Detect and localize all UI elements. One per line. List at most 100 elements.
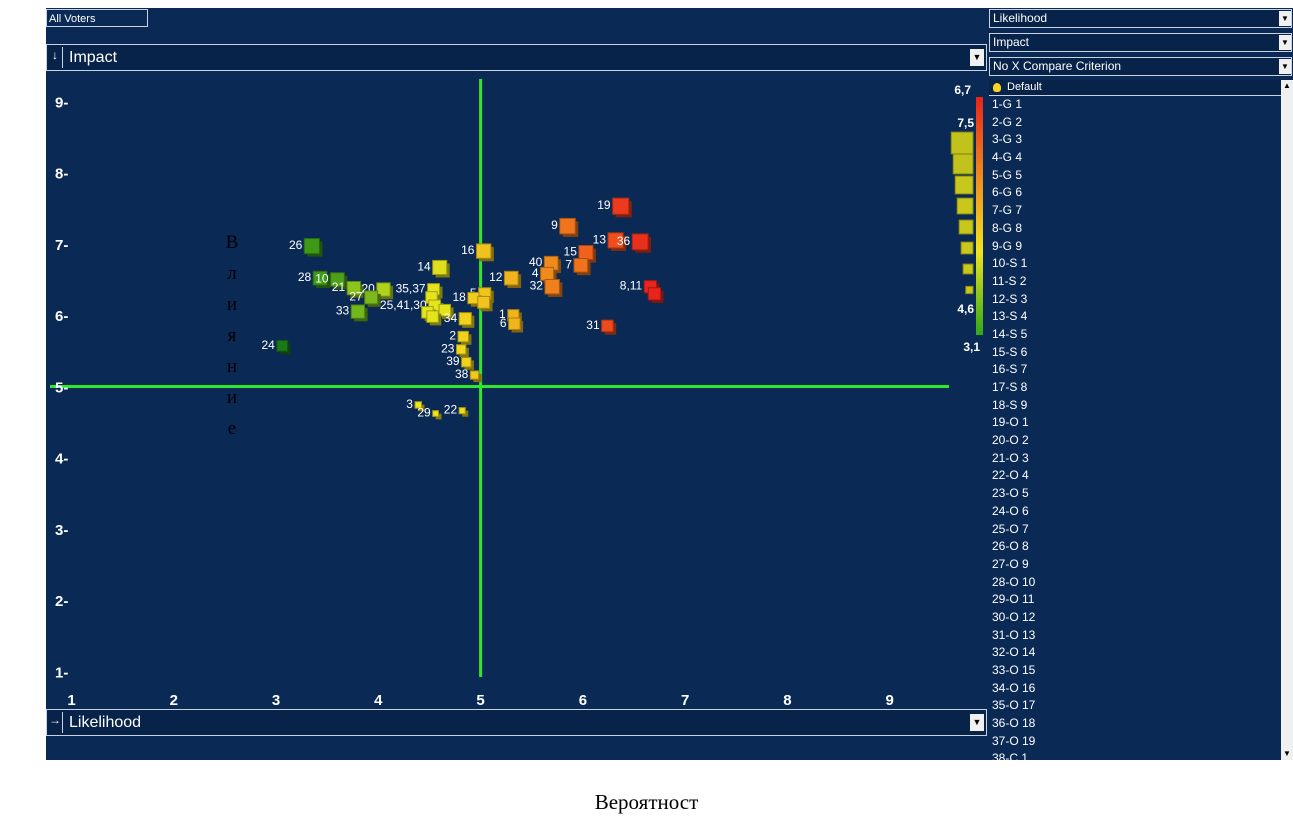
list-item[interactable]: 37-O 19 — [992, 733, 1036, 748]
list-item[interactable]: 36-O 18 — [992, 716, 1036, 731]
list-item[interactable]: 4-G 4 — [992, 150, 1023, 165]
data-point: 13 — [593, 232, 627, 251]
list-item[interactable]: 33-O 15 — [992, 663, 1036, 677]
list-item[interactable]: 5-G 5 — [992, 167, 1023, 182]
scroll-down-icon[interactable]: ▼ — [1283, 749, 1291, 758]
lightbulb-icon — [993, 82, 1001, 92]
data-point: 29 — [417, 406, 442, 420]
data-point-marker — [544, 279, 560, 295]
data-point-marker — [438, 303, 452, 317]
list-item[interactable]: 12-S 3 — [992, 291, 1028, 306]
list-item[interactable]: 21-O 3 — [992, 450, 1029, 465]
list-item[interactable]: 2-G 2 — [992, 114, 1023, 129]
scroll-up-icon[interactable]: ▲ — [1283, 81, 1291, 90]
list-item[interactable]: 22-O 4 — [992, 468, 1029, 483]
list-header[interactable]: Default — [989, 80, 1281, 96]
legend-color-max: 6,7 — [954, 83, 971, 97]
list-item[interactable]: 8-G 8 — [992, 220, 1023, 235]
data-point-label: 18 — [453, 290, 467, 304]
list-item[interactable]: 1-G 1 — [992, 97, 1023, 111]
list-item[interactable]: 15-S 6 — [992, 344, 1028, 359]
data-point-marker — [350, 304, 366, 319]
data-point-label: 9 — [551, 218, 558, 232]
y-criterion-select-value: Impact — [993, 35, 1030, 49]
list-item[interactable]: 30-O 12 — [992, 609, 1036, 624]
list-item[interactable]: 7-G 7 — [992, 203, 1023, 218]
y-tick-label: 8- — [55, 166, 68, 183]
right-arrow-icon: → — [48, 712, 63, 733]
list-item[interactable]: 38-C 1 — [992, 751, 1029, 760]
list-item[interactable]: 19-O 1 — [992, 415, 1029, 430]
x-tick-label: 1 — [67, 692, 75, 707]
data-point-label: 24 — [261, 338, 275, 352]
data-point: 39 — [446, 354, 474, 370]
list-item[interactable]: 26-O 8 — [992, 539, 1029, 554]
list-item[interactable]: 28-O 10 — [992, 574, 1036, 589]
y-tick-label: 5- — [55, 379, 68, 396]
compare-criterion-select[interactable]: No X Compare Criterion ▼ — [989, 57, 1292, 76]
data-point-label: 36 — [617, 234, 631, 248]
compare-criterion-select-value: No X Compare Criterion — [993, 59, 1122, 73]
list-item[interactable]: 25-O 7 — [992, 521, 1029, 536]
list-item[interactable]: 20-O 2 — [992, 433, 1029, 448]
data-point-label: 6 — [500, 316, 507, 330]
x-tick-label: 4 — [374, 692, 383, 707]
data-point-marker — [432, 259, 448, 275]
data-point-label: 14 — [417, 259, 431, 273]
list-item[interactable]: 18-S 9 — [992, 397, 1028, 412]
chevron-down-icon[interactable]: ▼ — [1279, 59, 1291, 74]
data-point-label: 3 — [406, 397, 413, 411]
data-point: 21 — [332, 280, 364, 298]
list-item[interactable]: 14-S 5 — [992, 326, 1028, 341]
x-criterion-select[interactable]: Likelihood ▼ — [989, 9, 1292, 28]
list-item[interactable]: 17-S 8 — [992, 380, 1028, 394]
voters-tab[interactable]: All Voters — [46, 9, 148, 27]
data-point-marker — [469, 370, 480, 380]
list-item[interactable]: 3-G 3 — [992, 132, 1023, 147]
data-point: 10 — [315, 272, 348, 290]
y-tick-label: 6- — [55, 308, 68, 325]
data-point-marker — [426, 310, 439, 323]
list-item[interactable]: 9-G 9 — [992, 238, 1023, 253]
list-item[interactable]: 11-S 2 — [992, 273, 1027, 288]
list-item[interactable]: 16-S 7 — [992, 362, 1028, 377]
y-criterion-select[interactable]: Impact ▼ — [989, 33, 1292, 52]
list-item[interactable]: 32-O 14 — [992, 645, 1036, 660]
x-criterion-select-value: Likelihood — [993, 11, 1048, 25]
data-point-marker — [559, 217, 576, 235]
data-point-label: 8,11 — [620, 279, 643, 293]
list-item[interactable]: 24-O 6 — [992, 503, 1029, 518]
data-point-marker — [457, 330, 469, 343]
data-point: 9 — [551, 217, 579, 237]
chevron-down-icon[interactable]: ▼ — [1279, 35, 1291, 50]
list-item[interactable]: 29-O 11 — [992, 592, 1035, 607]
data-point-label: 10 — [315, 272, 329, 286]
data-point-marker — [631, 233, 649, 251]
data-point-marker — [364, 290, 379, 305]
y-axis-selector[interactable]: ↓ Impact ▼ — [46, 44, 987, 71]
list-item[interactable]: 6-G 6 — [992, 185, 1023, 200]
list-item[interactable]: 10-S 1 — [992, 256, 1028, 271]
x-tick-label: 3 — [272, 692, 280, 707]
x-tick-label: 8 — [783, 692, 791, 707]
data-point: 2 — [449, 329, 472, 345]
x-axis-selector[interactable]: → Likelihood ▼ — [46, 709, 987, 736]
list-item[interactable]: 23-O 5 — [992, 486, 1029, 501]
chevron-down-icon[interactable]: ▼ — [970, 49, 984, 66]
chevron-down-icon[interactable]: ▼ — [1279, 11, 1291, 26]
data-point-label: 31 — [586, 318, 600, 332]
x-tick-label: 6 — [579, 692, 587, 707]
chevron-down-icon[interactable]: ▼ — [970, 714, 984, 731]
legend-size-sample — [954, 175, 974, 195]
list-item[interactable]: 34-O 16 — [992, 680, 1036, 695]
list-scrollbar[interactable]: ▲ ▼ — [1281, 80, 1293, 760]
list-item[interactable]: 27-O 9 — [992, 556, 1029, 571]
data-point: 24 — [261, 338, 291, 355]
list-item[interactable]: 31-O 13 — [992, 627, 1036, 642]
data-point-marker — [503, 270, 519, 286]
data-point: 34 — [444, 311, 475, 328]
list-item[interactable]: 35-O 17 — [992, 698, 1036, 713]
data-point: 14 — [417, 259, 450, 278]
list-item[interactable]: 13-S 4 — [992, 309, 1028, 324]
